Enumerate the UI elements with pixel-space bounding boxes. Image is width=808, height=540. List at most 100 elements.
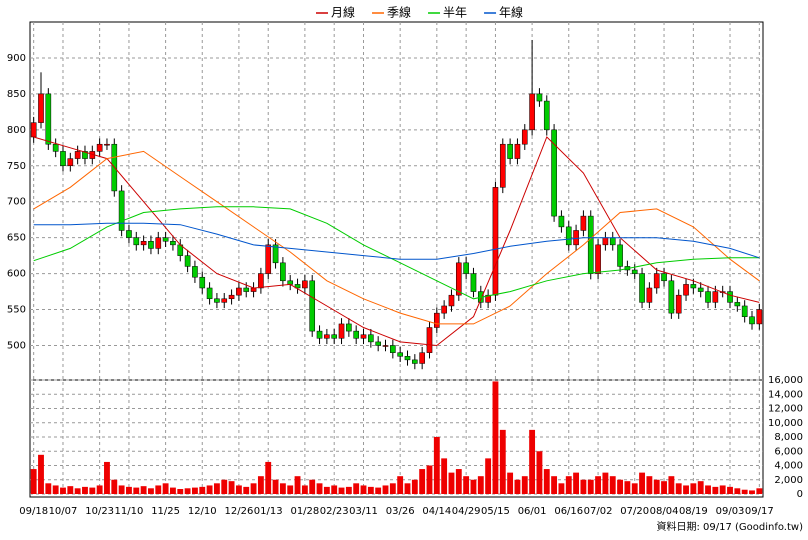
- candle-body: [690, 284, 697, 289]
- volume-bar: [111, 479, 118, 494]
- volume-bar: [367, 486, 374, 494]
- volume-bar: [705, 485, 711, 494]
- candle-body: [316, 330, 323, 339]
- volume-bar: [301, 485, 308, 494]
- volume-bar: [712, 486, 719, 494]
- volume-tick-label: 14,000: [768, 389, 803, 400]
- volume-bar: [683, 485, 689, 494]
- candle-body: [30, 122, 37, 138]
- y-tick-label: 900: [7, 53, 26, 64]
- candle-body: [243, 287, 250, 292]
- candle-body: [507, 143, 513, 159]
- volume-bar: [60, 487, 66, 494]
- candle-body: [419, 352, 425, 364]
- y-tick-label: 650: [7, 233, 26, 244]
- candle-body: [38, 93, 44, 123]
- candle-body: [521, 129, 528, 145]
- volume-bar: [309, 479, 316, 494]
- candle-body: [390, 345, 396, 353]
- candle-body: [250, 287, 257, 292]
- x-tick-label: 04/14: [422, 506, 451, 517]
- candle-body: [346, 323, 352, 332]
- volume-bar: [419, 469, 426, 494]
- candle-body: [221, 298, 228, 303]
- volume-bar: [690, 483, 697, 494]
- volume-tick-label: 16,000: [768, 375, 803, 386]
- candle-body: [52, 143, 59, 152]
- candle-body: [404, 356, 411, 361]
- volume-bar: [661, 481, 667, 494]
- candle-body: [543, 100, 550, 131]
- candle-body: [573, 230, 579, 246]
- candle-body: [749, 316, 755, 325]
- x-tick-label: 06/16: [554, 506, 583, 517]
- candle-body: [558, 215, 565, 228]
- volume-bar: [155, 485, 162, 494]
- volume-bar: [463, 476, 470, 494]
- ma-line: [33, 222, 760, 260]
- candle-body: [192, 266, 198, 278]
- volume-bar: [477, 476, 484, 494]
- plot-frame: [29, 21, 764, 498]
- volume-bar: [580, 479, 587, 494]
- volume-bar: [243, 486, 250, 494]
- y-tick-label: 800: [7, 125, 26, 136]
- volume-bar: [639, 472, 645, 494]
- candle-body: [580, 215, 587, 231]
- candle-body: [536, 93, 543, 102]
- candle-body: [272, 244, 279, 264]
- volume-bar: [177, 489, 184, 494]
- volume-tick-label: 2,000: [774, 475, 803, 486]
- x-tick-label: 11/25: [151, 506, 180, 517]
- volume-bar: [411, 479, 418, 494]
- x-tick-label: 10/07: [49, 506, 78, 517]
- candle-body: [646, 287, 653, 303]
- candle-body: [294, 284, 301, 289]
- candle-body: [565, 226, 572, 246]
- candle-body: [551, 129, 557, 217]
- candle-body: [734, 302, 741, 307]
- x-tick-label: 12/26: [224, 506, 253, 517]
- y-tick-label: 850: [7, 89, 26, 100]
- volume-bar: [624, 481, 631, 494]
- x-tick-label: 06/01: [518, 506, 547, 517]
- volume-bar: [170, 487, 176, 494]
- volume-bar: [543, 469, 550, 494]
- candle-body: [324, 334, 330, 339]
- candle-body: [133, 237, 140, 246]
- x-tick-label: 08/19: [679, 506, 708, 517]
- candle-body: [631, 269, 638, 274]
- x-tick-label: 11/10: [115, 506, 144, 517]
- candle-body: [228, 294, 235, 300]
- volume-tick-label: 4,000: [774, 461, 803, 472]
- candle-body: [162, 237, 169, 242]
- candle-body: [412, 359, 418, 364]
- volume-bar: [404, 483, 411, 494]
- candle-body: [287, 280, 294, 285]
- volume-bar: [595, 476, 602, 494]
- x-tick-label: 07/02: [584, 506, 613, 517]
- volume-bar: [265, 461, 272, 494]
- x-tick-label: 09/03: [716, 506, 745, 517]
- volume-bar: [30, 469, 37, 494]
- volume-bar: [455, 469, 462, 494]
- candle-body: [397, 352, 403, 357]
- volume-bar: [668, 476, 675, 494]
- candle-body: [514, 143, 521, 159]
- volume-bar: [653, 479, 660, 494]
- candle-body: [206, 287, 213, 300]
- volume-bar: [375, 487, 382, 494]
- volume-tick-label: 6,000: [774, 446, 803, 457]
- volume-tick-label: 10,000: [768, 418, 803, 429]
- y-tick-label: 750: [7, 161, 26, 172]
- legend-label: 月線: [331, 5, 355, 20]
- x-tick-label: 12/10: [188, 506, 217, 517]
- candle-body: [705, 291, 711, 303]
- volume-bar: [536, 451, 543, 494]
- candle-body: [155, 237, 162, 249]
- volume-bar: [551, 476, 558, 494]
- candle-body: [463, 262, 469, 274]
- volume-bar: [82, 486, 88, 494]
- volume-bar: [397, 476, 404, 494]
